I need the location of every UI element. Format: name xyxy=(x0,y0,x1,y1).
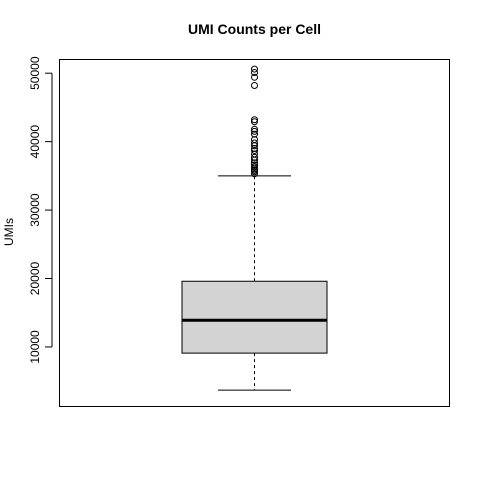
outlier-point xyxy=(251,159,258,167)
outlier-point xyxy=(251,144,258,152)
outlier-point xyxy=(251,65,258,73)
chart-title: UMI Counts per Cell xyxy=(188,21,321,37)
outlier-point xyxy=(251,130,258,138)
outlier-point xyxy=(251,127,258,135)
y-axis-label: UMIs xyxy=(2,218,16,246)
y-tick-label: 20000 xyxy=(28,262,42,296)
outlier-point xyxy=(251,125,258,133)
outlier-point xyxy=(251,136,258,144)
y-tick-label: 30000 xyxy=(28,193,42,227)
outlier-point xyxy=(251,150,258,158)
y-tick-label: 50000 xyxy=(28,56,42,90)
iqr-box xyxy=(181,280,328,354)
plot-frame xyxy=(59,59,450,407)
outlier-point xyxy=(251,139,258,147)
outlier-point xyxy=(251,153,258,161)
outlier-point xyxy=(251,118,258,126)
outlier-point xyxy=(251,163,258,171)
outlier-point xyxy=(251,161,258,169)
outlier-point xyxy=(251,82,258,90)
y-tick-label: 40000 xyxy=(28,125,42,159)
outlier-point xyxy=(251,69,258,77)
box-plot xyxy=(181,65,328,391)
outlier-point xyxy=(251,116,258,124)
outlier-point xyxy=(251,147,258,155)
outlier-point xyxy=(251,73,258,81)
y-tick-label: 10000 xyxy=(28,330,42,364)
y-axis: 10000 20000 30000 40000 50000 xyxy=(28,56,53,364)
outlier-point xyxy=(251,170,258,178)
